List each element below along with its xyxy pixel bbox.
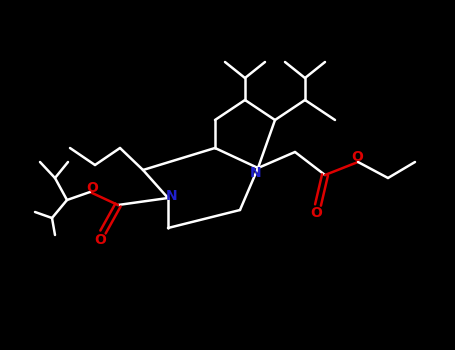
Text: N: N bbox=[250, 166, 262, 180]
Text: O: O bbox=[351, 150, 363, 164]
Text: N: N bbox=[166, 189, 178, 203]
Text: O: O bbox=[310, 206, 322, 220]
Text: O: O bbox=[94, 233, 106, 247]
Text: O: O bbox=[86, 181, 98, 195]
